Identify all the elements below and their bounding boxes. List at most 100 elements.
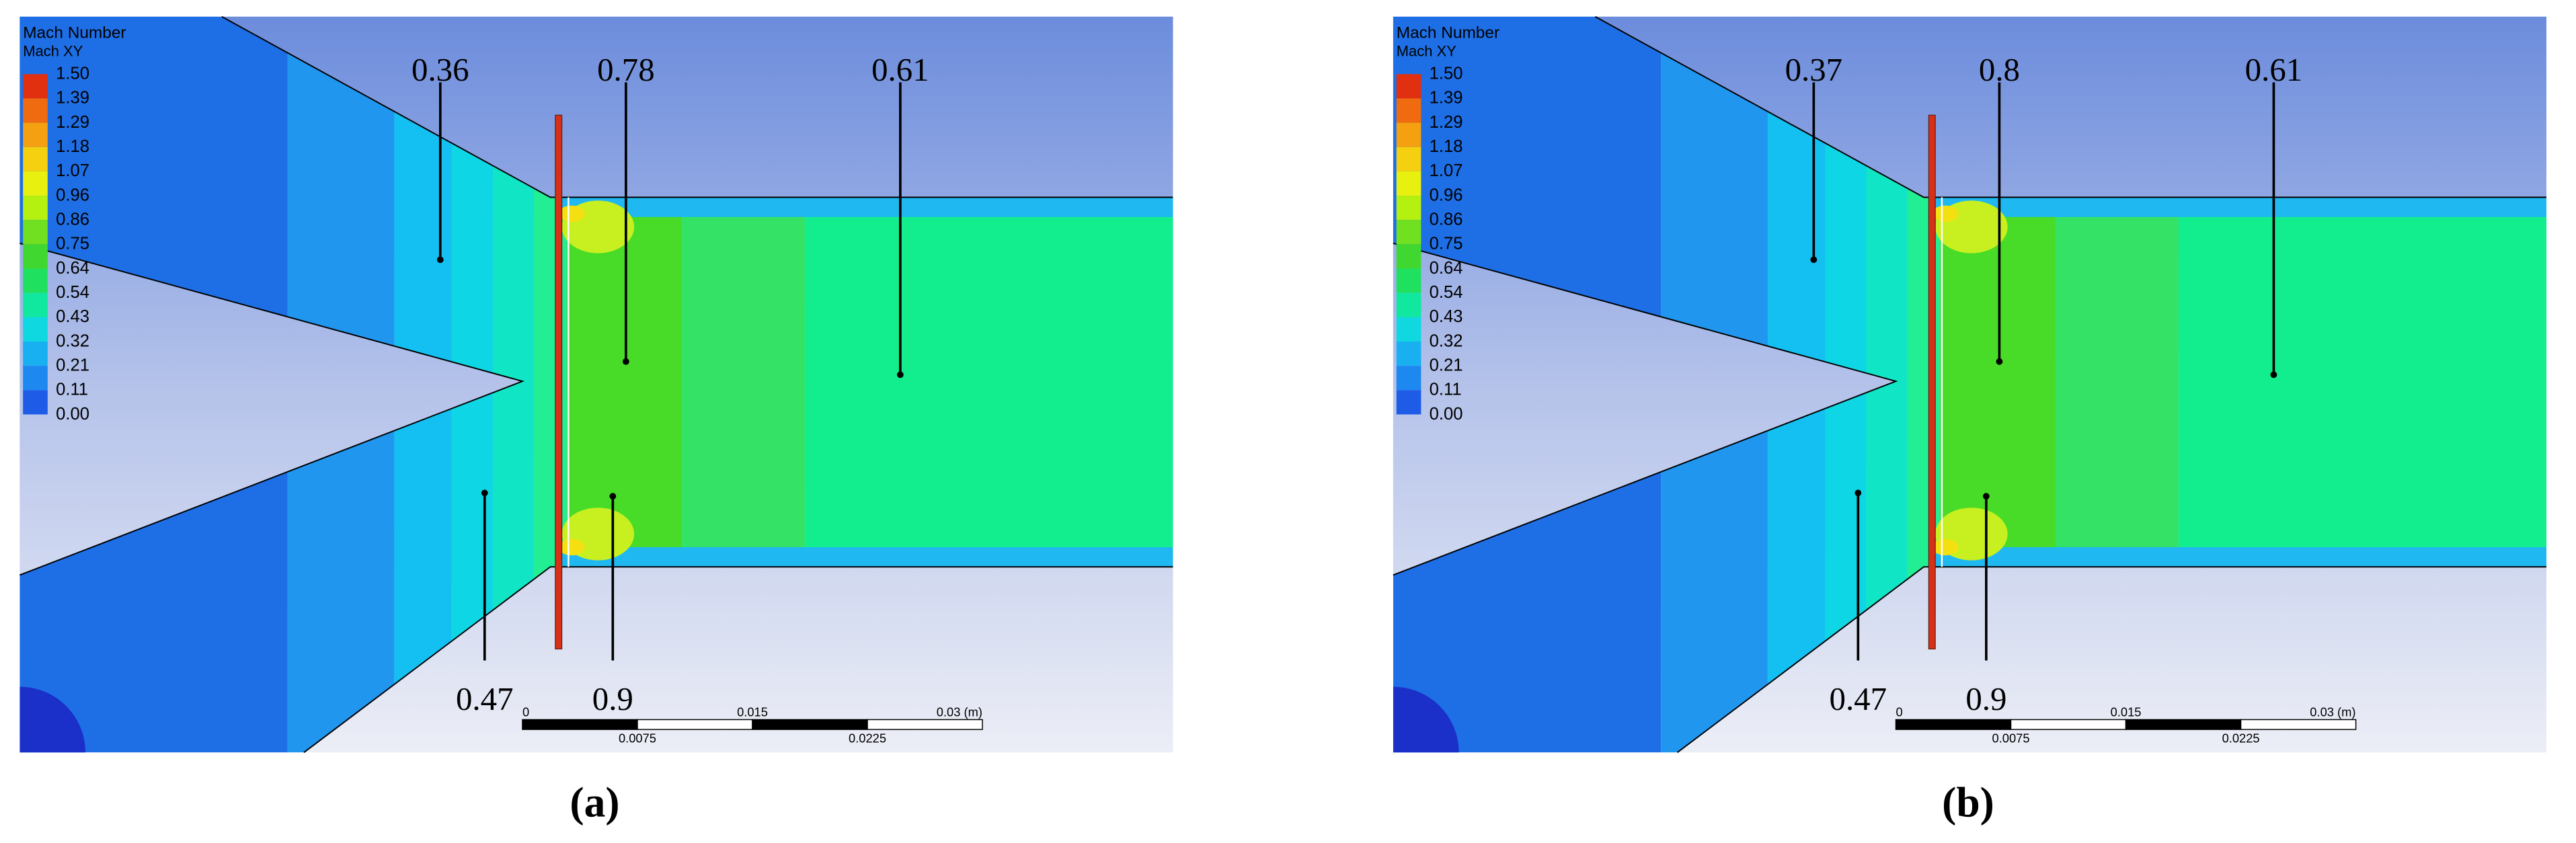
legend-swatch xyxy=(1396,244,1421,269)
annotation: 0.47 xyxy=(456,680,514,717)
legend-swatch xyxy=(1396,292,1421,317)
legend-label: 0.64 xyxy=(1430,259,1463,278)
legend-swatch xyxy=(1396,390,1421,415)
boundary-layer xyxy=(1935,197,2547,217)
legend-swatch xyxy=(23,220,48,245)
legend-swatch xyxy=(1396,122,1421,147)
legend-label: 0.86 xyxy=(1430,210,1463,229)
legend-swatch xyxy=(23,122,48,147)
scale-segment xyxy=(752,719,868,730)
annotation: 0.36 xyxy=(412,51,469,88)
leader-dot xyxy=(622,358,629,365)
leader-dot xyxy=(481,489,488,497)
legend-label: 1.07 xyxy=(56,161,89,180)
annotation: 0.47 xyxy=(1830,680,1887,717)
legend-swatch xyxy=(23,366,48,391)
wall xyxy=(1676,566,2547,754)
leader-dot xyxy=(436,256,444,264)
legend-label: 1.50 xyxy=(56,65,89,83)
screen xyxy=(1928,114,1936,649)
legend-swatch xyxy=(23,171,48,196)
legend-label: 0.11 xyxy=(1430,380,1462,399)
scale-label: 0.03 (m) xyxy=(937,705,982,719)
scale-label: 0.0225 xyxy=(849,731,886,746)
high-mach xyxy=(558,538,585,556)
annotation: 0.8 xyxy=(1979,51,2020,88)
leader-dot xyxy=(2270,371,2277,378)
legend-label: 0.32 xyxy=(56,331,89,350)
legend-subtitle: Mach XY xyxy=(23,42,83,59)
legend-label: 1.50 xyxy=(1430,65,1463,83)
leader-dot xyxy=(1810,256,1818,264)
legend-label: 0.11 xyxy=(56,380,88,399)
legend-swatch xyxy=(1396,317,1421,342)
legend-label: 0.00 xyxy=(56,405,89,424)
legend-label: 1.39 xyxy=(1430,89,1463,108)
legend-label: 0.54 xyxy=(56,283,89,302)
legend-swatch xyxy=(1396,366,1421,391)
wall xyxy=(221,15,1173,198)
legend-label: 0.00 xyxy=(1430,405,1463,424)
scale-segment xyxy=(1895,719,2012,730)
legend-label: 1.29 xyxy=(1430,113,1463,132)
high-mach xyxy=(558,205,585,223)
legend-label: 1.18 xyxy=(1430,137,1463,156)
screen xyxy=(555,114,563,649)
wall xyxy=(303,566,1173,754)
leader-dot xyxy=(1996,358,2003,365)
legend-label: 1.39 xyxy=(56,89,89,108)
legend-label: 1.29 xyxy=(56,113,89,132)
legend-label: 0.21 xyxy=(1430,356,1463,375)
legend-subtitle: Mach XY xyxy=(1397,42,1456,59)
legend-label: 0.54 xyxy=(1430,283,1463,302)
annotation: 0.9 xyxy=(1965,680,2006,717)
leader-dot xyxy=(609,493,617,500)
boundary-layer xyxy=(1935,547,2547,567)
scale-label: 0.0075 xyxy=(1992,731,2030,746)
legend-swatch xyxy=(1396,220,1421,245)
annotation: 0.61 xyxy=(871,51,929,88)
legend-swatch xyxy=(23,147,48,171)
legend-label: 0.75 xyxy=(1430,235,1463,253)
legend-swatch xyxy=(23,74,48,99)
dark-region xyxy=(1393,686,1459,753)
legend-swatch xyxy=(1396,196,1421,220)
caption: (a) xyxy=(570,778,619,826)
legend-swatch xyxy=(23,98,48,123)
scale-label: 0 xyxy=(1896,705,1902,719)
annotation: 0.61 xyxy=(2245,51,2303,88)
caption: (b) xyxy=(1942,778,1994,826)
scale-label: 0.0075 xyxy=(619,731,656,746)
leader-dot xyxy=(1855,489,1862,497)
legend-swatch xyxy=(1396,74,1421,99)
legend-title: Mach Number xyxy=(1397,24,1499,42)
leader-dot xyxy=(1982,493,1990,500)
legend-swatch xyxy=(23,292,48,317)
annotation: 0.9 xyxy=(592,680,633,717)
legend-label: 0.43 xyxy=(1430,307,1463,326)
scale-segment xyxy=(867,719,983,730)
legend-title: Mach Number xyxy=(23,24,126,42)
wall xyxy=(1393,242,1898,576)
boundary-layer xyxy=(561,197,1173,217)
legend-swatch xyxy=(23,196,48,220)
legend-swatch xyxy=(1396,268,1421,293)
legend-label: 0.32 xyxy=(1430,331,1463,350)
leader-dot xyxy=(897,371,904,378)
scale-segment xyxy=(2125,719,2242,730)
legend-swatch xyxy=(1396,147,1421,171)
legend-swatch xyxy=(23,342,48,366)
legend-label: 0.86 xyxy=(56,210,89,229)
legend-swatch xyxy=(23,390,48,415)
scale-label: 0 xyxy=(522,705,529,719)
legend-label: 0.21 xyxy=(56,356,89,375)
scale-segment xyxy=(2010,719,2127,730)
wall xyxy=(19,242,525,576)
high-mach xyxy=(1932,538,1959,556)
dark-region xyxy=(19,686,86,753)
scale-label: 0.015 xyxy=(737,705,768,719)
scale-segment xyxy=(637,719,753,730)
